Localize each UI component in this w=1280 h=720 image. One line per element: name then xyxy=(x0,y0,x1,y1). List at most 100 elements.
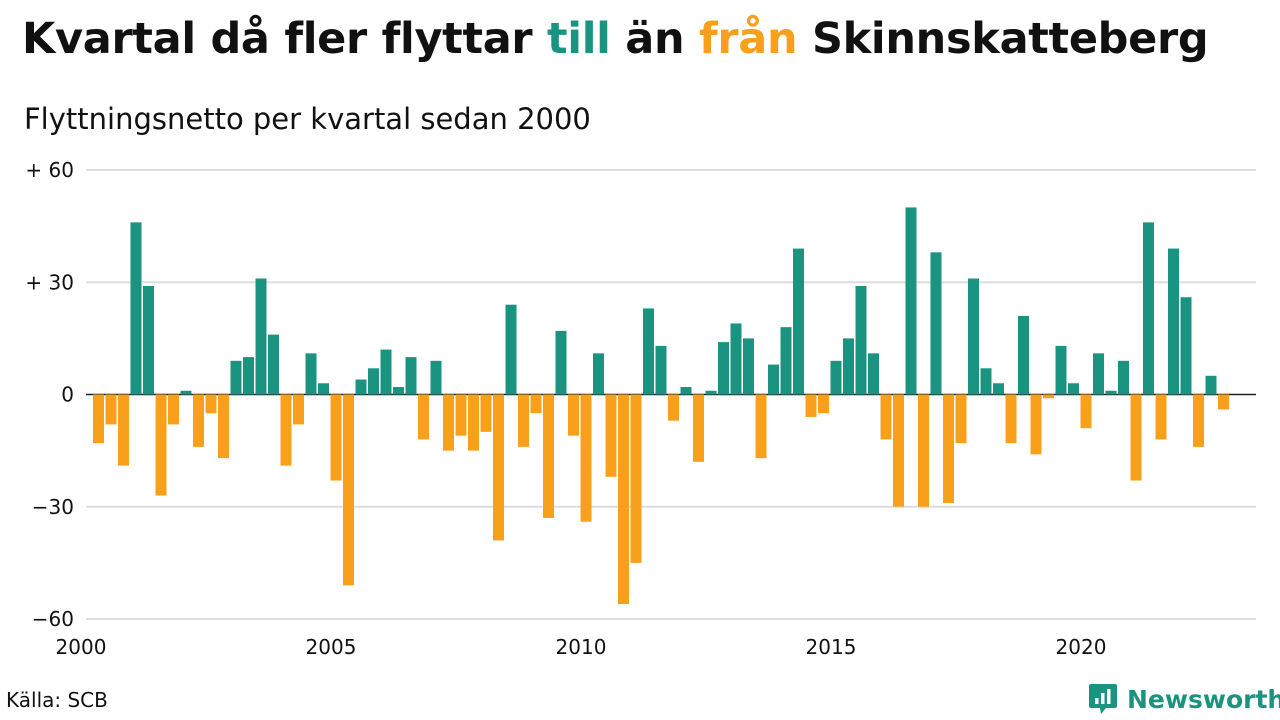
bar-negative xyxy=(918,394,929,507)
bar-positive xyxy=(393,387,404,395)
newsworthy-logo-icon xyxy=(1089,684,1117,714)
bar-positive xyxy=(830,360,842,395)
bar-negative xyxy=(955,394,967,444)
bar-positive xyxy=(430,360,442,395)
bar-positive xyxy=(980,368,992,395)
bar-positive xyxy=(355,379,367,395)
bar-positive xyxy=(1105,390,1117,395)
x-tick-label: 2015 xyxy=(806,635,857,659)
bar-positive xyxy=(718,342,729,395)
bar-positive xyxy=(643,308,654,395)
bar-negative xyxy=(530,394,542,414)
bar-negative xyxy=(480,394,492,432)
bar-negative xyxy=(443,394,454,451)
bar-negative xyxy=(93,394,104,444)
bar-negative xyxy=(1218,394,1229,410)
bar-positive xyxy=(305,353,317,395)
bar-negative xyxy=(293,394,304,425)
bar-negative xyxy=(1193,394,1204,447)
bar-positive xyxy=(505,304,517,395)
bar-positive xyxy=(1093,353,1104,395)
bar-positive xyxy=(1180,297,1192,395)
bar-positive xyxy=(405,357,417,395)
bar-positive xyxy=(593,353,604,395)
bar-positive xyxy=(655,345,667,395)
bar-negative xyxy=(330,394,342,481)
y-tick-label: −30 xyxy=(32,495,74,519)
bar-positive xyxy=(768,364,779,395)
title-part-3: Skinnskatteberg xyxy=(797,14,1209,64)
y-tick-label: 0 xyxy=(61,383,74,407)
bar-negative xyxy=(668,394,679,421)
bar-positive xyxy=(780,327,792,395)
bar-negative xyxy=(568,394,579,436)
bar-positive xyxy=(730,323,742,395)
y-tick-label: + 30 xyxy=(25,270,74,294)
chart-subtitle: Flyttningsnetto per kvartal sedan 2000 xyxy=(24,102,591,136)
bar-negative xyxy=(755,394,767,459)
y-axis-labels: + 60 + 30 0 −30 −60 xyxy=(25,158,74,631)
source-label: Källa: SCB xyxy=(6,688,108,712)
bar-negative xyxy=(493,394,504,541)
bar-positive xyxy=(255,278,267,395)
bar-negative xyxy=(280,394,292,466)
x-tick-label: 2020 xyxy=(1056,635,1107,659)
bar-positive xyxy=(1068,383,1079,395)
bar-negative xyxy=(818,394,829,414)
bar-positive xyxy=(1118,360,1129,395)
bar-negative xyxy=(1155,394,1167,440)
brand: Newsworthy xyxy=(1087,682,1280,716)
bar-negative xyxy=(893,394,904,507)
x-tick-label: 2000 xyxy=(56,635,107,659)
bar-positive xyxy=(318,383,329,395)
bar-positive xyxy=(130,222,142,395)
bar-positive xyxy=(843,338,854,395)
bar-negative xyxy=(1130,394,1142,481)
bar-negative xyxy=(518,394,529,447)
bar-negative xyxy=(1005,394,1017,444)
bar-negative xyxy=(155,394,167,496)
bar-positive xyxy=(368,368,379,395)
bar-positive xyxy=(268,334,279,395)
bar-negative xyxy=(168,394,179,425)
bar-negative xyxy=(118,394,129,466)
bar-positive xyxy=(1018,315,1029,395)
title-highlight-till: till xyxy=(547,14,611,64)
chart-title: Kvartal då fler flyttar till än från Ski… xyxy=(22,14,1209,64)
bar-negative xyxy=(205,394,217,414)
bar-negative xyxy=(805,394,817,417)
bar-negative xyxy=(105,394,117,425)
bar-negative xyxy=(343,394,354,586)
x-axis-labels: 2000 2005 2010 2015 2020 xyxy=(56,635,1107,659)
bar-positive xyxy=(868,353,879,395)
bar-positive xyxy=(993,383,1004,395)
bar-negative xyxy=(618,394,629,605)
bar-positive xyxy=(1205,375,1217,395)
bar-positive xyxy=(905,207,917,395)
brand-name: Newsworthy xyxy=(1127,684,1280,714)
bar-negative xyxy=(455,394,467,436)
bar-positive xyxy=(855,285,867,395)
bar-positive xyxy=(380,349,392,395)
bar-negative xyxy=(943,394,954,504)
bar-positive xyxy=(930,252,942,395)
bar-negative xyxy=(605,394,617,477)
bar-negative xyxy=(630,394,642,563)
bar-negative xyxy=(468,394,479,451)
bar-positive xyxy=(1143,222,1154,395)
bar-positive xyxy=(555,330,567,395)
bar-negative xyxy=(880,394,892,440)
bar-negative xyxy=(1080,394,1092,429)
bar-positive xyxy=(1055,345,1067,395)
bar-positive xyxy=(180,390,192,395)
bar-positive xyxy=(705,390,717,395)
bar-negative xyxy=(580,394,592,522)
y-tick-label: −60 xyxy=(32,607,74,631)
bar-negative xyxy=(1043,394,1054,399)
bar-negative xyxy=(1030,394,1042,455)
bar-positive xyxy=(793,248,804,395)
bar-positive xyxy=(143,285,154,395)
bar-positive xyxy=(743,338,754,395)
bar-negative xyxy=(218,394,229,459)
